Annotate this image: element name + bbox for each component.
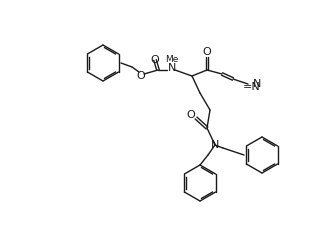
Text: N: N [211, 140, 219, 150]
Text: =N: =N [243, 82, 261, 92]
Text: O: O [151, 55, 159, 65]
Text: N: N [253, 79, 261, 89]
Text: Me: Me [165, 55, 179, 65]
Text: O: O [203, 47, 211, 57]
Text: O: O [187, 110, 195, 120]
Text: N: N [168, 63, 176, 73]
Text: O: O [137, 71, 145, 81]
